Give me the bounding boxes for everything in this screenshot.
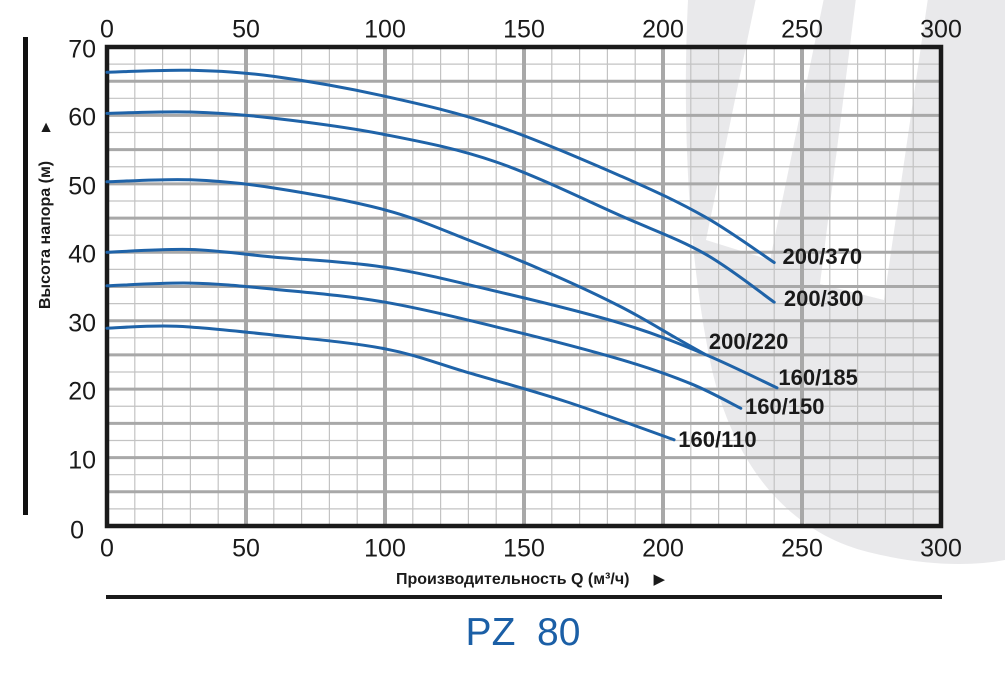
x-tick-label-top: 150: [503, 15, 545, 44]
curve-160/185: [105, 247, 779, 390]
y-axis-title: Высота напора (м): [37, 160, 54, 310]
curve-200/370: [105, 68, 776, 264]
x-tick-label-top: 300: [920, 15, 962, 44]
y-tick-label: 70: [68, 35, 96, 64]
y-tick-label: 10: [68, 446, 96, 475]
x-tick-label-top: 50: [232, 15, 260, 44]
curve-160/110: [105, 324, 676, 442]
x-tick-label-bottom: 200: [642, 534, 684, 563]
curve-label-160/110: 160/110: [678, 426, 757, 452]
y-tick-label: 40: [68, 240, 96, 269]
x-tick-label-bottom: 100: [364, 534, 406, 563]
x-tick-label-bottom: 300: [920, 534, 962, 563]
curve-label-200/370: 200/370: [782, 244, 863, 270]
up-arrow-icon: ▲: [38, 119, 54, 136]
curve-label-200/220: 200/220: [708, 328, 789, 354]
axis-underline: [106, 595, 942, 599]
x-tick-label-bottom: 50: [232, 534, 260, 563]
chart-title: PZ 80: [465, 611, 581, 654]
curve-label-160/150: 160/150: [745, 393, 825, 419]
x-tick-label-bottom: 250: [781, 534, 823, 563]
curve-160/150: [105, 281, 743, 410]
x-tick-label-bottom: 0: [100, 534, 114, 563]
x-tick-label-bottom: 150: [503, 534, 545, 563]
curve-200/220: [105, 178, 707, 356]
curve-label-160/185: 160/185: [778, 365, 858, 391]
x-tick-label-top: 100: [364, 15, 406, 44]
y-tick-label: 50: [68, 172, 96, 201]
x-axis-title-text: Производительность Q (м³/ч): [396, 571, 630, 588]
y-tick-label: 30: [68, 309, 96, 338]
y-tick-label: 20: [68, 377, 96, 406]
x-tick-label-top: 200: [642, 15, 684, 44]
y-tick-label: 0: [70, 516, 84, 545]
x-tick-label-top: 0: [100, 15, 114, 44]
curve-200/300: [105, 110, 776, 304]
x-axis-title: Производительность Q (м³/ч) ▶: [396, 570, 665, 589]
x-tick-label-top: 250: [781, 15, 823, 44]
y-tick-label: 60: [68, 103, 96, 132]
curve-label-200/300: 200/300: [783, 285, 864, 311]
right-arrow-icon: ▶: [653, 571, 665, 588]
y-axis-bar: [23, 37, 28, 515]
